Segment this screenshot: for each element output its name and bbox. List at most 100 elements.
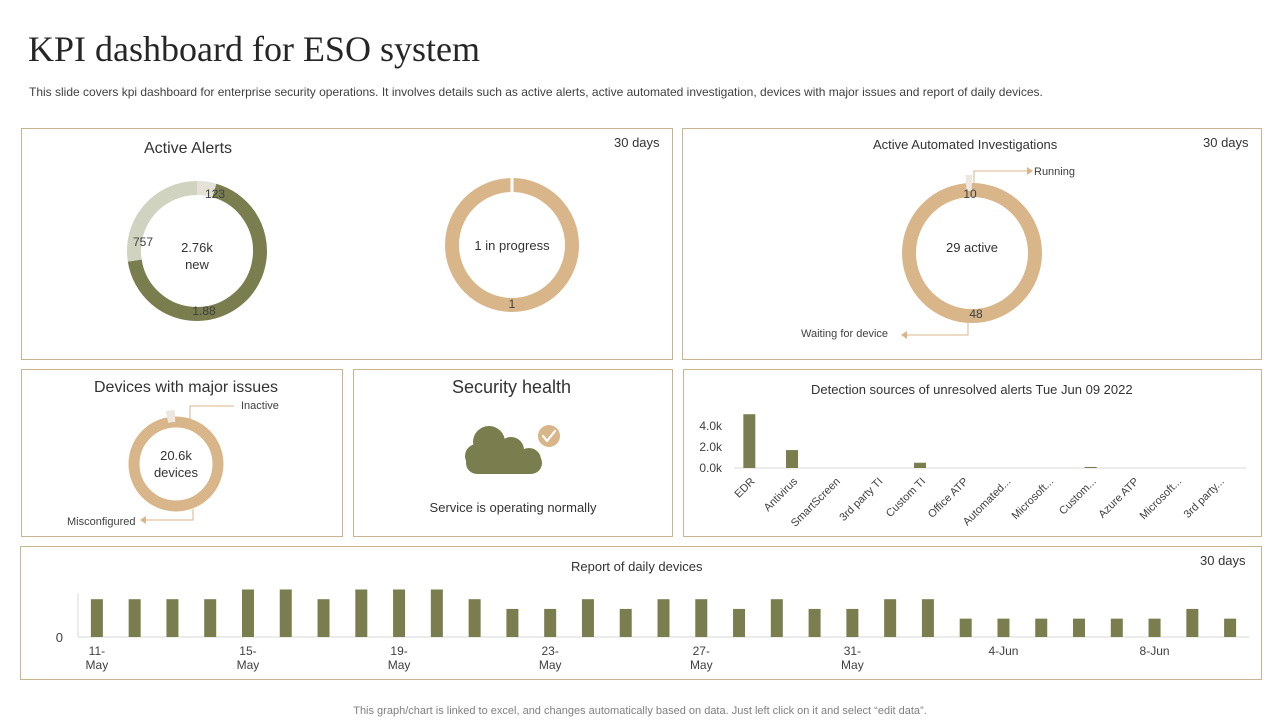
- daily-tick-label-month: May: [841, 658, 864, 672]
- investigations-center-text: 29 active: [946, 240, 998, 255]
- daily-bar: [695, 599, 708, 637]
- daily-bar: [770, 599, 783, 637]
- alerts-center-caption: new: [185, 257, 209, 272]
- investigations-ring: [902, 183, 1042, 323]
- daily-bar: [544, 608, 557, 637]
- detection-category-label: Microsoft...: [1138, 476, 1185, 523]
- daily-tick-label: 23-: [542, 644, 559, 658]
- daily-panel: Report of daily devices 30 days 0 11- May 1…: [20, 546, 1262, 680]
- detection-category-label: EDR: [733, 476, 758, 501]
- security-panel: Security health Service is operating nor…: [353, 369, 673, 537]
- daily-bar: [581, 599, 594, 637]
- waiting-label: Waiting for device: [801, 328, 888, 340]
- daily-bar: [1148, 618, 1161, 637]
- progress-center-text: 1 in progress: [474, 238, 550, 253]
- daily-period: 30 days: [1200, 553, 1246, 568]
- alerts-segment-label-top: 123: [205, 187, 225, 201]
- running-label: Running: [1034, 166, 1075, 178]
- detection-category-label: 3rd party TI: [837, 476, 885, 524]
- alerts-donut-segment-0: [196, 181, 217, 198]
- waiting-value: 48: [969, 307, 983, 321]
- active-alerts-donut: 2.76k new 123 1.88 757 1 in progress 1: [127, 178, 579, 321]
- security-status: Service is operating normally: [429, 500, 597, 515]
- daily-bar: [846, 608, 859, 637]
- daily-bar: [1073, 618, 1086, 637]
- daily-chart: 011-May15-May19-May23-May27-May31-May4-J…: [56, 589, 1249, 672]
- investigations-title: Active Automated Investigations: [873, 137, 1058, 152]
- daily-bar: [1224, 618, 1237, 637]
- alerts-center-value: 2.76k: [181, 240, 213, 255]
- daily-tick-label-month: May: [539, 658, 562, 672]
- running-value: 10: [963, 187, 977, 201]
- devices-ring: [128, 416, 224, 512]
- daily-bar: [128, 599, 141, 637]
- waiting-leader-line: [907, 323, 969, 336]
- daily-bar: [921, 599, 934, 637]
- daily-y-zero-label: 0: [56, 630, 63, 645]
- daily-tick-label: 11-: [89, 644, 105, 658]
- security-title: Security health: [452, 377, 572, 397]
- detection-bar: [914, 462, 926, 468]
- misconfigured-label: Misconfigured: [67, 516, 135, 528]
- daily-bar: [808, 608, 821, 637]
- daily-bar: [884, 599, 897, 637]
- devices-title: Devices with major issues: [94, 379, 279, 396]
- inactive-label: Inactive: [241, 400, 279, 412]
- daily-tick-label: 31-: [844, 644, 861, 658]
- inactive-leader-line: [189, 405, 234, 419]
- active-alerts-panel: Active Alerts 30 days 2.76k new 123 1.88…: [21, 128, 673, 360]
- devices-inactive-segment: [165, 410, 176, 423]
- detection-bar: [1084, 466, 1097, 468]
- page-subtitle: This slide covers kpi dashboard for ente…: [29, 85, 1043, 99]
- daily-bar: [733, 608, 746, 637]
- detection-y-tick: 4.0k: [699, 419, 723, 433]
- daily-bar: [1035, 618, 1048, 637]
- progress-bottom-label: 1: [509, 297, 516, 311]
- page-title: KPI dashboard for ESO system: [28, 29, 480, 69]
- active-alerts-period: 30 days: [614, 135, 660, 150]
- alerts-segment-label-left: 757: [133, 235, 153, 249]
- daily-tick-label-month: May: [388, 658, 411, 672]
- detection-category-label: 3rd party...: [1182, 476, 1227, 521]
- detection-category-label: Office ATP: [926, 476, 971, 521]
- daily-tick-label: 4-Jun: [988, 644, 1018, 658]
- daily-bar: [468, 599, 481, 637]
- detection-bar: [786, 450, 798, 468]
- running-arrowhead: [1027, 167, 1033, 175]
- detection-y-tick: 0.0k: [699, 461, 723, 475]
- alerts-donut-segment-2: [127, 181, 198, 262]
- devices-center-caption: devices: [154, 465, 199, 480]
- detection-category-label: Azure ATP: [1096, 476, 1141, 521]
- daily-bar: [166, 599, 179, 637]
- detection-category-label: Custom...: [1057, 476, 1099, 518]
- detection-category-label: Microsoft...: [1010, 476, 1057, 523]
- misconfigured-arrowhead: [140, 516, 146, 524]
- daily-bar: [997, 618, 1010, 637]
- investigations-panel: Active Automated Investigations 30 days …: [682, 128, 1262, 360]
- detection-panel: Detection sources of unresolved alerts T…: [683, 369, 1262, 537]
- investigations-donut: Running 10 29 active 48 Waiting for devi…: [801, 166, 1075, 340]
- daily-bar: [393, 589, 406, 637]
- detection-y-tick: 2.0k: [699, 440, 723, 454]
- detection-category-label: Custom TI: [884, 476, 928, 520]
- alerts-donut-segment-1: [127, 183, 267, 321]
- misconfigured-leader-line: [146, 509, 194, 521]
- daily-tick-label: 15-: [239, 644, 256, 658]
- daily-bar: [506, 608, 519, 637]
- devices-panel: Devices with major issues Inactive 20.6k…: [21, 369, 343, 537]
- daily-bar: [241, 589, 254, 637]
- investigations-period: 30 days: [1203, 135, 1249, 150]
- daily-tick-label: 27-: [693, 644, 710, 658]
- daily-tick-label-month: May: [237, 658, 260, 672]
- detection-bar: [743, 414, 756, 468]
- cloud-check-icon: [465, 425, 560, 474]
- running-leader-line: [973, 170, 1027, 187]
- daily-bar: [279, 589, 292, 637]
- waiting-arrowhead: [901, 331, 907, 339]
- daily-bar: [657, 599, 670, 637]
- daily-bar: [317, 599, 330, 637]
- daily-bar: [355, 589, 368, 637]
- daily-tick-label: 8-Jun: [1140, 644, 1170, 658]
- alerts-segment-label-bottom: 1.88: [192, 304, 216, 318]
- footer-note: This graph/chart is linked to excel, and…: [353, 705, 927, 717]
